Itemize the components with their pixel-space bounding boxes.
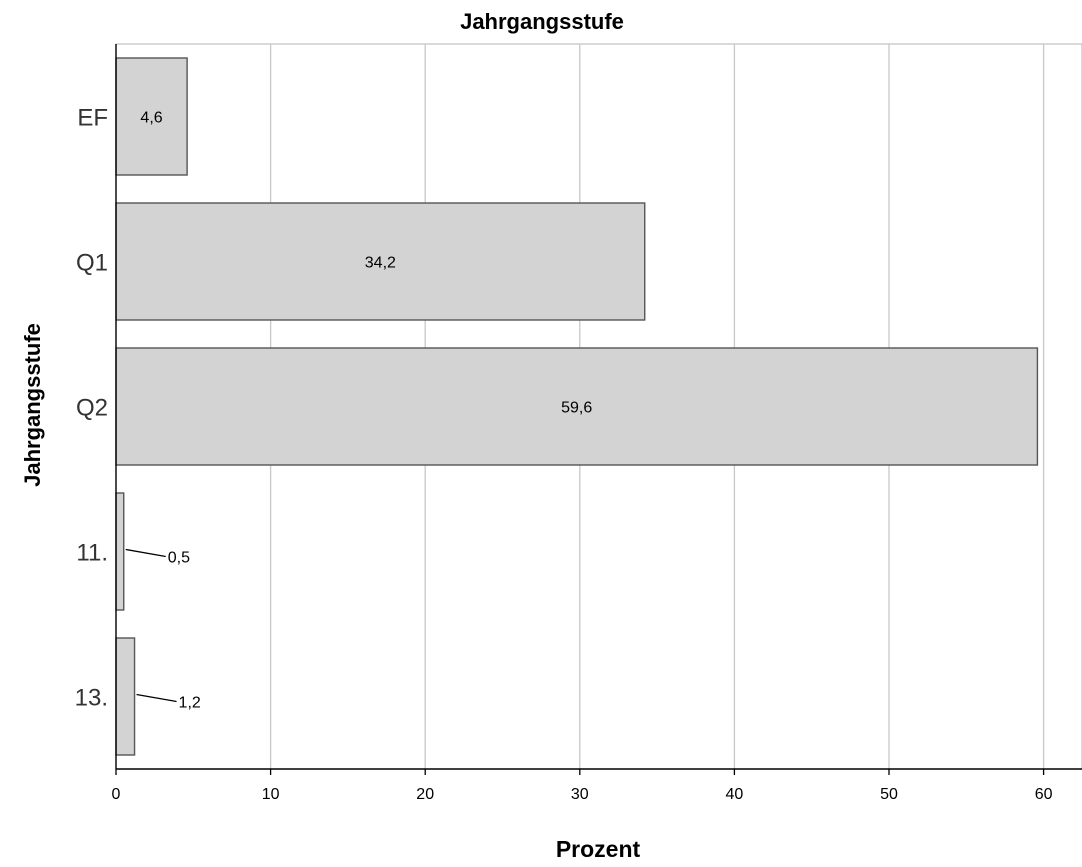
- chart-title: Jahrgangsstufe: [460, 9, 624, 34]
- bar-13: [115, 637, 136, 756]
- x-tick-label: 30: [571, 786, 589, 803]
- y-tick-label: Q1: [76, 250, 108, 277]
- y-tick-label: 13.: [75, 685, 108, 712]
- data-label: 0,5: [168, 550, 190, 567]
- x-axis-title: Prozent: [556, 836, 641, 862]
- x-tick-label: 0: [112, 786, 121, 803]
- bar-11: [115, 492, 125, 611]
- y-axis-title: Jahrgangsstufe: [20, 323, 45, 487]
- bar-Q2: [115, 347, 1039, 466]
- data-label: 59,6: [561, 400, 592, 417]
- y-tick-label: Q2: [76, 395, 108, 422]
- x-tick-label: 50: [880, 786, 898, 803]
- x-tick-label: 20: [416, 786, 434, 803]
- data-label-leader: [136, 693, 177, 703]
- plot-area: EF 4,6 Q1 34,2 Q2 59,6 11. 0,5 13. 1,2 0 10 20 30 40 50…: [75, 43, 1082, 803]
- y-tick-label: EF: [77, 105, 108, 132]
- data-label: 1,2: [179, 695, 201, 712]
- x-tick-label: 40: [726, 786, 744, 803]
- x-tick-label: 60: [1035, 786, 1053, 803]
- y-tick-label: 11.: [76, 540, 108, 567]
- x-tick-label: 10: [262, 786, 280, 803]
- data-label: 4,6: [140, 110, 162, 127]
- data-label: 34,2: [365, 255, 396, 272]
- bar-Q1: [115, 202, 646, 321]
- data-label-leader: [125, 548, 166, 558]
